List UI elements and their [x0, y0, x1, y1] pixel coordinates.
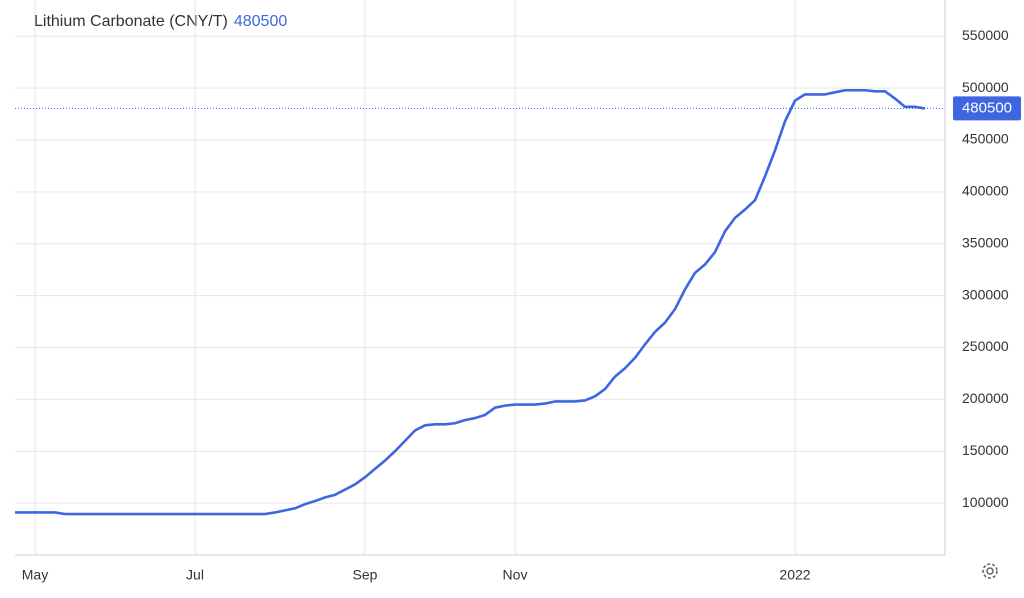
- x-tick-label: Nov: [503, 567, 528, 583]
- y-tick-label: 350000: [962, 234, 1009, 250]
- y-tick-label: 550000: [962, 27, 1009, 43]
- gear-teeth: [982, 563, 998, 579]
- y-tick-label: 400000: [962, 183, 1009, 199]
- y-tick-label: 450000: [962, 131, 1009, 147]
- last-value: 480500: [234, 13, 287, 30]
- chart-title: Lithium Carbonate (CNY/T): [34, 13, 228, 30]
- price-line: [15, 88, 926, 516]
- y-tick-label: 200000: [962, 390, 1009, 406]
- y-tick-label: 150000: [962, 442, 1009, 458]
- y-tick-label: 500000: [962, 79, 1009, 95]
- x-tick-label: Sep: [353, 567, 378, 583]
- x-tick-label: Jul: [186, 567, 204, 583]
- y-tick-label: 250000: [962, 338, 1009, 354]
- y-tick-label: 100000: [962, 494, 1009, 510]
- last-price-label: 480500: [962, 99, 1012, 116]
- x-tick-label: 2022: [779, 567, 810, 583]
- gear-hub: [986, 567, 994, 575]
- x-tick-label: May: [22, 567, 48, 583]
- y-tick-label: 300000: [962, 286, 1009, 302]
- settings-icon[interactable]: [982, 563, 998, 579]
- last-price-badge: [953, 96, 1021, 121]
